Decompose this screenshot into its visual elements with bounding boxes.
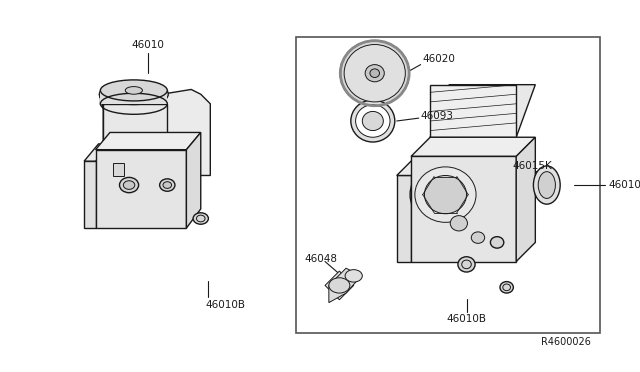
Ellipse shape — [451, 216, 467, 231]
Ellipse shape — [533, 166, 560, 204]
Polygon shape — [186, 132, 201, 228]
Ellipse shape — [125, 87, 143, 94]
Ellipse shape — [329, 278, 350, 293]
Text: 46020: 46020 — [422, 54, 456, 64]
Text: 46010: 46010 — [608, 180, 640, 190]
Polygon shape — [113, 163, 124, 176]
Polygon shape — [95, 150, 186, 228]
Text: 46010B: 46010B — [447, 314, 486, 324]
Polygon shape — [329, 268, 362, 303]
Ellipse shape — [370, 69, 380, 77]
Ellipse shape — [99, 81, 168, 108]
Ellipse shape — [415, 167, 476, 222]
Text: 46048: 46048 — [304, 254, 337, 264]
Ellipse shape — [344, 45, 405, 102]
Ellipse shape — [490, 237, 504, 248]
Ellipse shape — [356, 105, 390, 137]
Ellipse shape — [410, 162, 481, 227]
Polygon shape — [516, 137, 535, 262]
Ellipse shape — [362, 112, 383, 131]
Ellipse shape — [340, 41, 409, 106]
Ellipse shape — [538, 171, 556, 198]
Ellipse shape — [458, 257, 475, 272]
Ellipse shape — [120, 177, 139, 193]
Text: 46010: 46010 — [132, 40, 164, 50]
Text: 46010B: 46010B — [205, 300, 246, 310]
Bar — [296, 37, 600, 333]
Polygon shape — [325, 271, 354, 300]
Ellipse shape — [193, 213, 209, 224]
Polygon shape — [430, 85, 535, 137]
Ellipse shape — [345, 270, 362, 282]
Polygon shape — [99, 94, 168, 109]
Ellipse shape — [124, 181, 135, 189]
Text: R4600026: R4600026 — [541, 337, 591, 347]
Text: 46093: 46093 — [420, 111, 454, 121]
Ellipse shape — [100, 80, 167, 101]
Ellipse shape — [351, 100, 395, 142]
Ellipse shape — [424, 176, 467, 214]
Text: 46015K: 46015K — [513, 161, 552, 171]
Ellipse shape — [471, 232, 484, 243]
Polygon shape — [103, 104, 167, 176]
Polygon shape — [84, 161, 95, 228]
Polygon shape — [430, 85, 516, 137]
Polygon shape — [397, 156, 430, 176]
Polygon shape — [397, 176, 411, 262]
Ellipse shape — [365, 65, 384, 82]
Polygon shape — [103, 89, 211, 176]
Ellipse shape — [163, 182, 172, 188]
Polygon shape — [100, 90, 167, 104]
Ellipse shape — [159, 179, 175, 191]
Polygon shape — [84, 144, 110, 161]
Polygon shape — [411, 137, 535, 156]
Polygon shape — [95, 132, 201, 150]
Polygon shape — [411, 156, 516, 262]
Ellipse shape — [500, 282, 513, 293]
